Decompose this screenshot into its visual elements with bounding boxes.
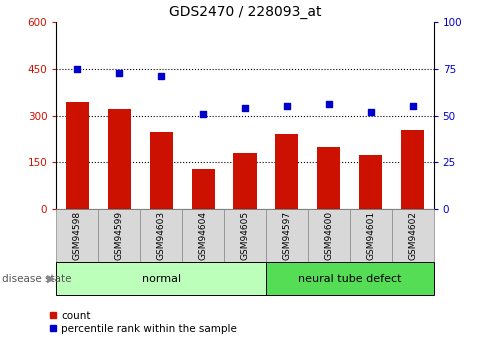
Bar: [233, 154, 257, 209]
Text: ▶: ▶: [47, 274, 56, 284]
Point: [283, 104, 291, 109]
Point: [157, 74, 165, 79]
Bar: [192, 169, 215, 209]
Text: neural tube defect: neural tube defect: [298, 274, 402, 284]
Title: GDS2470 / 228093_at: GDS2470 / 228093_at: [169, 4, 321, 19]
Bar: [108, 109, 131, 209]
Text: normal: normal: [142, 274, 181, 284]
Bar: [66, 101, 89, 209]
Point: [199, 111, 207, 117]
Point: [241, 105, 249, 111]
Point: [115, 70, 123, 76]
Point: [409, 104, 416, 109]
Bar: [149, 132, 172, 209]
Text: GSM94603: GSM94603: [157, 211, 166, 260]
Text: GSM94602: GSM94602: [408, 211, 417, 260]
Text: GSM94597: GSM94597: [282, 211, 292, 260]
Point: [74, 66, 81, 72]
Bar: [359, 155, 382, 209]
Point: [367, 109, 375, 115]
Bar: [318, 147, 341, 209]
Bar: [401, 129, 424, 209]
Text: GSM94598: GSM94598: [73, 211, 82, 260]
Text: GSM94600: GSM94600: [324, 211, 333, 260]
Point: [325, 102, 333, 107]
Bar: [275, 134, 298, 209]
Text: GSM94605: GSM94605: [241, 211, 249, 260]
Text: GSM94601: GSM94601: [366, 211, 375, 260]
Text: GSM94604: GSM94604: [198, 211, 208, 260]
Text: GSM94599: GSM94599: [115, 211, 124, 260]
Legend: count, percentile rank within the sample: count, percentile rank within the sample: [45, 307, 241, 338]
Text: disease state: disease state: [2, 274, 72, 284]
